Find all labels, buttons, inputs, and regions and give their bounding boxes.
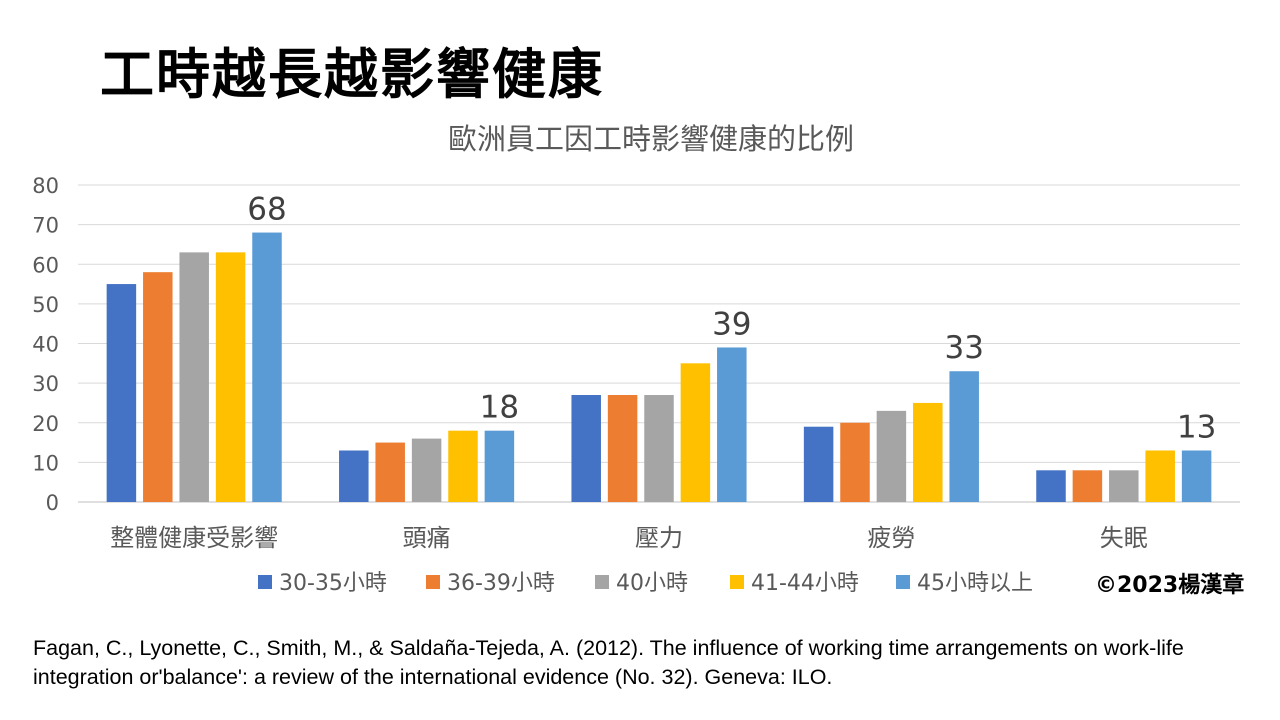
- y-tick-label: 40: [32, 333, 59, 357]
- legend-swatch: [896, 575, 910, 589]
- chart-title: 歐洲員工因工時影響健康的比例: [448, 122, 854, 156]
- x-tick-label: 壓力: [635, 524, 683, 552]
- x-tick-label: 疲勞: [867, 524, 915, 552]
- y-tick-label: 0: [46, 491, 59, 515]
- y-tick-label: 30: [32, 372, 59, 396]
- bars: [106, 232, 1212, 503]
- slide-title: 工時越長越影響健康: [100, 43, 604, 106]
- bar: [448, 430, 478, 502]
- bar: [1109, 470, 1139, 502]
- y-tick-label: 50: [32, 293, 59, 317]
- legend-swatch: [595, 575, 609, 589]
- bar: [680, 363, 711, 502]
- legend-label: 40小時: [616, 571, 688, 596]
- data-label: 68: [247, 192, 286, 228]
- bar: [484, 430, 515, 502]
- bar: [571, 395, 601, 502]
- y-tick-label: 20: [32, 412, 59, 436]
- bar: [949, 371, 979, 502]
- bar: [1145, 450, 1175, 502]
- legend-swatch: [426, 575, 440, 589]
- bar: [339, 450, 369, 502]
- y-tick-label: 60: [32, 253, 59, 277]
- bar: [1036, 470, 1066, 502]
- citation-text: Fagan, C., Lyonette, C., Smith, M., & Sa…: [33, 636, 1184, 689]
- legend-swatch: [730, 575, 744, 589]
- bar: [607, 395, 638, 502]
- copyright-credit: ©2023楊漢章: [1095, 573, 1245, 598]
- x-axis-ticks: 整體健康受影響 頭痛 壓力 疲勞 失眠: [110, 524, 1148, 552]
- y-axis-ticks: 0 10 20 30 40 50 60 70 80: [32, 174, 59, 515]
- bar: [717, 347, 747, 502]
- legend: 30-35小時 36-39小時 40小時 41-44小時 45小時以上: [258, 571, 1033, 596]
- data-label: 18: [480, 390, 519, 426]
- y-tick-label: 70: [32, 214, 59, 238]
- x-tick-label: 整體健康受影響: [110, 524, 278, 552]
- legend-label: 36-39小時: [447, 571, 555, 596]
- bar: [375, 442, 405, 502]
- bar: [913, 402, 943, 502]
- legend-swatch: [258, 575, 272, 589]
- bar: [252, 232, 282, 503]
- data-label: 13: [1177, 409, 1216, 445]
- legend-label: 45小時以上: [917, 571, 1033, 596]
- bar: [1072, 470, 1103, 502]
- data-labels: 68 18 39 33 13: [247, 192, 1216, 446]
- x-tick-label: 失眠: [1100, 524, 1148, 552]
- bar: [215, 252, 246, 502]
- bar: [644, 395, 674, 502]
- legend-label: 41-44小時: [751, 571, 859, 596]
- y-tick-label: 80: [32, 174, 59, 198]
- bar: [840, 422, 870, 502]
- bar: [411, 438, 442, 502]
- bar: [106, 284, 137, 502]
- bar: [876, 410, 907, 502]
- bar: [143, 272, 173, 502]
- data-label: 33: [944, 330, 983, 366]
- legend-label: 30-35小時: [279, 571, 387, 596]
- bar: [1181, 450, 1212, 502]
- data-label: 39: [712, 306, 751, 342]
- bar: [179, 252, 209, 502]
- bar: [803, 426, 834, 502]
- x-tick-label: 頭痛: [403, 524, 451, 552]
- y-tick-label: 10: [32, 451, 59, 475]
